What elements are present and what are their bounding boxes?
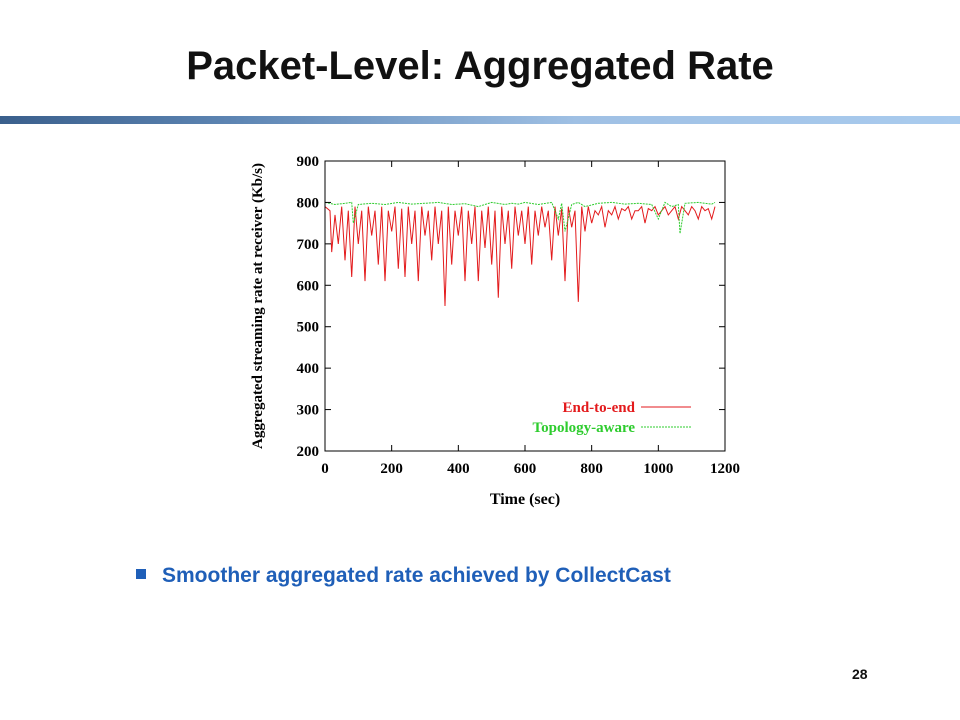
y-tick-label-2: 400	[297, 361, 320, 377]
x-tick-label-5: 1000	[643, 461, 673, 477]
y-axis-label: Aggregated streaming rate at receiver (K…	[250, 163, 266, 449]
bullet-item: Smoother aggregated rate achieved by Col…	[136, 564, 671, 588]
axis-layer: 0 200 400 600 800 1000 12002003004005006007008…	[297, 154, 741, 477]
aggregated-rate-chart: 0 200 400 600 800 1000 12002003004005006007008…	[250, 154, 741, 508]
legend-label-topology-aware: Topology-aware	[532, 420, 635, 436]
x-tick-label-0: 0	[321, 461, 329, 477]
page-number: 28	[852, 666, 868, 682]
x-tick-label-2: 400	[447, 461, 470, 477]
x-tick-label-1: 200	[380, 461, 403, 477]
x-tick-label-6: 1200	[710, 461, 740, 477]
y-tick-label-0: 200	[297, 444, 320, 460]
bullet-text: Smoother aggregated rate achieved by Col…	[162, 564, 671, 587]
slide-title: Packet-Level: Aggregated Rate	[186, 44, 774, 88]
title-underline	[0, 116, 960, 124]
y-tick-label-5: 700	[297, 237, 320, 253]
y-tick-label-3: 500	[297, 320, 320, 336]
x-tick-label-3: 600	[514, 461, 537, 477]
chart-container: 0 200 400 600 800 1000 1200 200 300 400 500 600 700 8…	[238, 136, 758, 516]
y-tick-label-6: 800	[297, 195, 320, 211]
plot-layer	[324, 201, 716, 307]
series-line-end-to-end	[324, 204, 716, 307]
legend: End-to-end Topology-aware	[532, 400, 691, 436]
x-tick-label-4: 800	[580, 461, 603, 477]
square-bullet-icon	[136, 569, 146, 580]
legend-label-end-to-end: End-to-end	[562, 400, 635, 416]
x-axis-label: Time (sec)	[490, 491, 560, 508]
y-tick-label-7: 900	[297, 154, 320, 170]
y-tick-label-4: 600	[297, 278, 320, 294]
y-tick-label-1: 300	[297, 403, 320, 419]
series-line-topology-aware	[324, 201, 716, 234]
